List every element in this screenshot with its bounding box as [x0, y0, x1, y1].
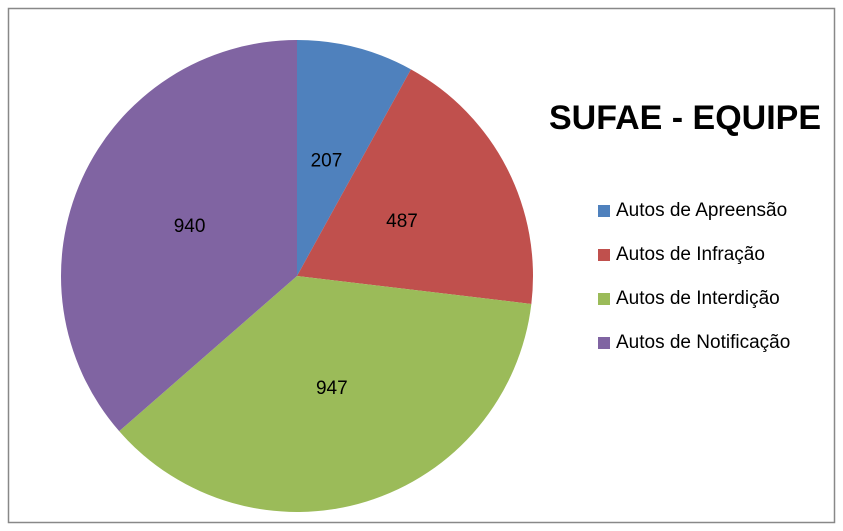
legend-label: Autos de Apreensão: [616, 200, 787, 221]
data-label: 940: [174, 216, 206, 237]
data-label: 947: [316, 378, 348, 399]
pie-slice: [297, 69, 534, 304]
pie-slice: [297, 40, 411, 276]
pie-slice: [61, 40, 298, 432]
legend-swatch: [598, 249, 610, 261]
data-label: 487: [386, 211, 418, 232]
legend-label: Autos de Infração: [616, 244, 765, 265]
legend-swatch: [598, 293, 610, 305]
chart-title: SUFAE - EQUIPE: [549, 99, 821, 137]
legend-swatch: [598, 337, 610, 349]
legend-swatch: [598, 205, 610, 217]
legend-label: Autos de Notificação: [616, 332, 790, 353]
data-label: 207: [311, 151, 343, 172]
pie-slice: [119, 276, 532, 513]
legend-label: Autos de Interdição: [616, 288, 780, 309]
